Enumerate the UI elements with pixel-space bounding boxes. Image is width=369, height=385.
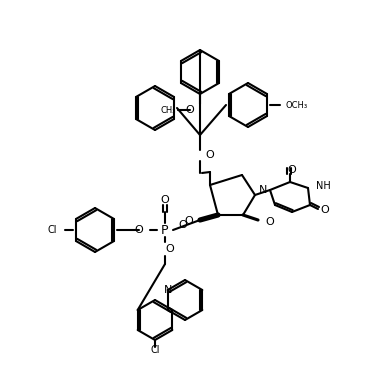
Text: OCH₃: OCH₃ (286, 100, 308, 109)
Text: Cl: Cl (48, 225, 57, 235)
Text: N: N (163, 285, 172, 295)
Text: O: O (179, 220, 187, 230)
Text: O: O (161, 195, 169, 205)
Text: CH₃: CH₃ (160, 105, 176, 114)
Text: O: O (287, 165, 296, 175)
Text: NH: NH (316, 181, 331, 191)
Text: O: O (166, 244, 175, 254)
Text: O: O (320, 205, 329, 215)
Text: P: P (161, 224, 169, 236)
Text: O: O (184, 216, 193, 226)
Text: O: O (186, 105, 194, 115)
Text: Cl: Cl (150, 345, 160, 355)
Text: O: O (134, 225, 143, 235)
Text: N: N (259, 185, 267, 195)
Text: O: O (205, 150, 214, 160)
Text: O: O (265, 217, 274, 227)
